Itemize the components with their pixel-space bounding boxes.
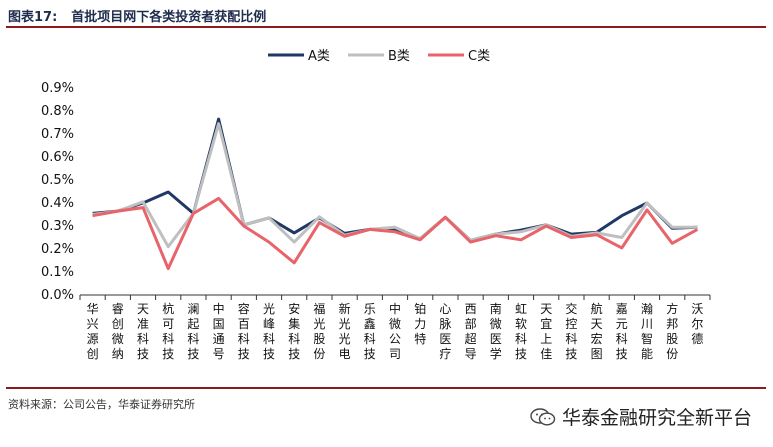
x-tick-label: 天准科技 xyxy=(137,302,149,361)
watermark-text: 华泰金融研究全新平台 xyxy=(562,407,753,429)
x-tick-label: 华兴源创 xyxy=(87,302,99,361)
x-tick-label: 澜起科技 xyxy=(187,302,199,361)
x-tick-label: 睿创微纳 xyxy=(112,301,124,361)
x-tick-label: 航天宏图 xyxy=(591,301,603,361)
x-tick-label: 嘉元科技 xyxy=(616,302,628,361)
y-tick-label: 0.4% xyxy=(41,196,74,211)
source-note: 资料来源：公司公告，华泰证券研究所 xyxy=(8,398,195,411)
x-tick-label: 铂力特 xyxy=(414,301,426,346)
x-tick-label: 杭可科技 xyxy=(162,301,174,361)
figure-title: 图表17: 首批项目网下各类投资者获配比例 xyxy=(8,6,266,25)
y-tick-label: 0.6% xyxy=(41,150,74,165)
x-tick-label: 安集科技 xyxy=(288,301,300,361)
legend-label: C类 xyxy=(468,49,490,64)
x-tick-label: 沃尔德 xyxy=(691,302,703,346)
plot-area xyxy=(92,117,699,271)
line-chart: A类 B类 C类 0.0%0.1%0.2%0.3%0.4%0.5%0.6%0.7%0… xyxy=(41,49,711,361)
y-tick-label: 0.0% xyxy=(41,288,74,303)
series-line xyxy=(92,117,698,242)
x-tick-label: 容百科技 xyxy=(238,301,250,361)
x-tick-label: 光峰科技 xyxy=(263,302,275,361)
top-divider xyxy=(6,26,766,28)
chart-legend: A类 B类 C类 xyxy=(268,49,490,64)
x-tick-label: 西部超导 xyxy=(465,302,477,361)
x-tick-label: 乐鑫科技 xyxy=(364,302,376,361)
y-tick-label: 0.9% xyxy=(41,81,74,96)
x-axis: 华兴源创 睿创微纳 天准科技 杭可科技 澜起科技 中国通号 容百科技 光峰科技 安集科技 福光股份… xyxy=(79,294,711,361)
watermark: 华泰金融研究全新平台 xyxy=(530,403,752,430)
x-tick-label: 新光光电 xyxy=(339,301,351,361)
x-tick-label: 天宜上佳 xyxy=(540,302,552,361)
y-tick-label: 0.5% xyxy=(41,173,74,188)
x-tick-label: 福光股份 xyxy=(313,301,325,361)
figure-title-text: 首批项目网下各类投资者获配比例 xyxy=(71,10,267,25)
y-axis: 0.0% 0.1% 0.2% 0.3% 0.4% 0.5% 0.6% 0.7% 0.8% 0.9% xyxy=(41,81,74,303)
figure-number: 图表17: xyxy=(8,10,58,25)
y-tick-label: 0.3% xyxy=(41,219,74,234)
series-line xyxy=(92,196,699,271)
x-tick-label: 中微公司 xyxy=(389,301,401,361)
y-tick-label: 0.7% xyxy=(41,127,74,142)
wechat-icon xyxy=(530,407,556,426)
x-tick-label: 虹软科技 xyxy=(515,302,527,361)
x-tick-label: 中国通号 xyxy=(213,301,225,361)
series-line xyxy=(92,122,698,249)
x-tick-label: 瀚川智能 xyxy=(641,301,653,361)
x-tick-label: 南微医学 xyxy=(490,301,502,361)
x-tick-label: 方邦股份 xyxy=(666,301,678,361)
legend-label: B类 xyxy=(388,49,410,64)
x-tick-label: 心脉医疗 xyxy=(439,302,451,361)
legend-label: A类 xyxy=(308,49,330,64)
y-tick-label: 0.8% xyxy=(41,104,74,119)
x-tick-label: 交控科技 xyxy=(565,301,577,361)
y-tick-label: 0.2% xyxy=(41,242,74,257)
bottom-divider xyxy=(6,387,766,389)
y-tick-label: 0.1% xyxy=(41,265,74,280)
